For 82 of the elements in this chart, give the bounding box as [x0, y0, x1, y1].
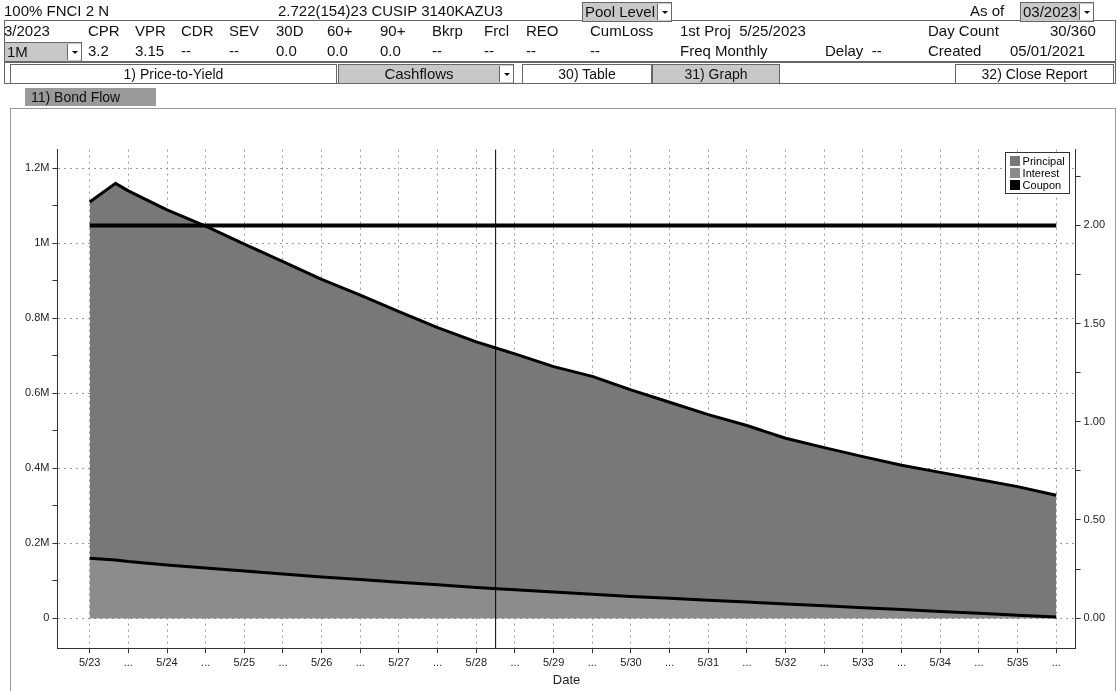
x-tick-label: 5/33	[852, 655, 874, 668]
text: 0.0	[327, 42, 348, 60]
y2-tick-label: 0.00	[1083, 611, 1106, 624]
x-tick-label: ...	[665, 655, 675, 668]
text: --	[526, 42, 536, 60]
x-tick-label: 5/35	[1006, 655, 1029, 668]
x-tick-label: ...	[278, 655, 288, 668]
text: 30/360	[1050, 22, 1096, 40]
x-tick-label: ...	[897, 655, 907, 668]
x-tick-label: 5/27	[388, 655, 410, 668]
text: 30D	[276, 22, 304, 40]
text: --	[229, 42, 239, 60]
text: 60+	[327, 22, 353, 40]
x-tick-label: 5/24	[156, 655, 178, 668]
text: Created	[928, 42, 982, 60]
text: 32) Close Report	[955, 64, 1114, 84]
legend-label: Principal	[1022, 154, 1065, 167]
text: Frcl	[484, 22, 509, 40]
x-tick-label: ...	[355, 655, 365, 668]
text: 31) Graph	[652, 64, 780, 84]
text: SEV	[229, 22, 260, 40]
text: As of	[970, 2, 1005, 20]
x-tick-label: 5/32	[774, 655, 797, 668]
x-tick-label: 5/30	[620, 655, 642, 668]
y-tick-label: 0.6M	[24, 386, 50, 399]
x-tick-label: 5/31	[697, 655, 719, 668]
text: --	[181, 42, 191, 60]
x-axis-title: Date	[552, 671, 581, 687]
legend-label: Interest	[1022, 166, 1060, 179]
y-tick-label: 0.8M	[24, 311, 50, 324]
y-tick-label: 0	[43, 611, 50, 624]
text: Delay --	[825, 42, 882, 60]
x-tick-label: 5/34	[929, 655, 951, 668]
text: 30) Table	[522, 64, 652, 84]
legend-label: Coupon	[1022, 178, 1062, 191]
text: CDR	[181, 22, 214, 40]
x-tick-label: ...	[123, 655, 133, 668]
text: CumLoss	[590, 22, 654, 40]
text: --	[484, 42, 494, 60]
y2-tick-label: 0.50	[1083, 513, 1106, 525]
text: REO	[526, 22, 559, 40]
text: Pool Level	[582, 2, 673, 22]
text: 1st Proj 5/25/2023	[680, 22, 806, 40]
text: VPR	[135, 22, 166, 40]
text: 1) Price-to-Yield	[10, 64, 337, 84]
x-tick-label: 5/25	[233, 655, 256, 668]
x-tick-label: 5/26	[310, 655, 333, 668]
text: 0.0	[380, 42, 401, 60]
x-tick-label: ...	[510, 655, 520, 668]
text: CPR	[88, 22, 120, 40]
text: 3.2	[88, 42, 109, 60]
text: 05/01/2021	[1010, 42, 1086, 60]
text: Freq Monthly	[680, 42, 768, 60]
y-tick-label: 0.2M	[24, 536, 50, 549]
y2-tick-label: 1.50	[1083, 316, 1106, 329]
text: Bkrp	[432, 22, 463, 40]
y-tick-label: 1M	[34, 236, 50, 249]
y-tick-label: 0.4M	[24, 461, 50, 474]
text: 0.0	[276, 42, 297, 60]
x-tick-label: ...	[819, 655, 829, 668]
x-tick-label: ...	[1051, 655, 1061, 668]
text: 90+	[380, 22, 406, 40]
x-tick-label: ...	[433, 655, 443, 668]
text: --	[590, 42, 600, 60]
y2-tick-label: 2.00	[1083, 218, 1106, 231]
text: Cashflows	[338, 64, 514, 84]
text: 100% FNCI 2 N	[4, 2, 110, 20]
text: 03/2023	[1020, 2, 1095, 22]
y-tick-label: 1.2M	[24, 161, 50, 174]
text: 2.722(154)23 CUSIP 3140KAZU3	[278, 2, 503, 20]
x-tick-label: ...	[974, 655, 984, 668]
x-tick-label: 5/28	[465, 655, 488, 668]
y2-tick-label: 1.00	[1083, 414, 1106, 427]
text: 3.15	[135, 42, 165, 60]
text: Day Count	[928, 22, 999, 40]
x-tick-label: ...	[742, 655, 752, 668]
x-tick-label: ...	[587, 655, 597, 668]
x-tick-label: ...	[201, 655, 211, 668]
text: --	[432, 42, 442, 60]
x-tick-label: 5/23	[78, 655, 101, 668]
text: 11) Bond Flow	[25, 88, 156, 106]
x-tick-label: 5/29	[542, 655, 565, 668]
